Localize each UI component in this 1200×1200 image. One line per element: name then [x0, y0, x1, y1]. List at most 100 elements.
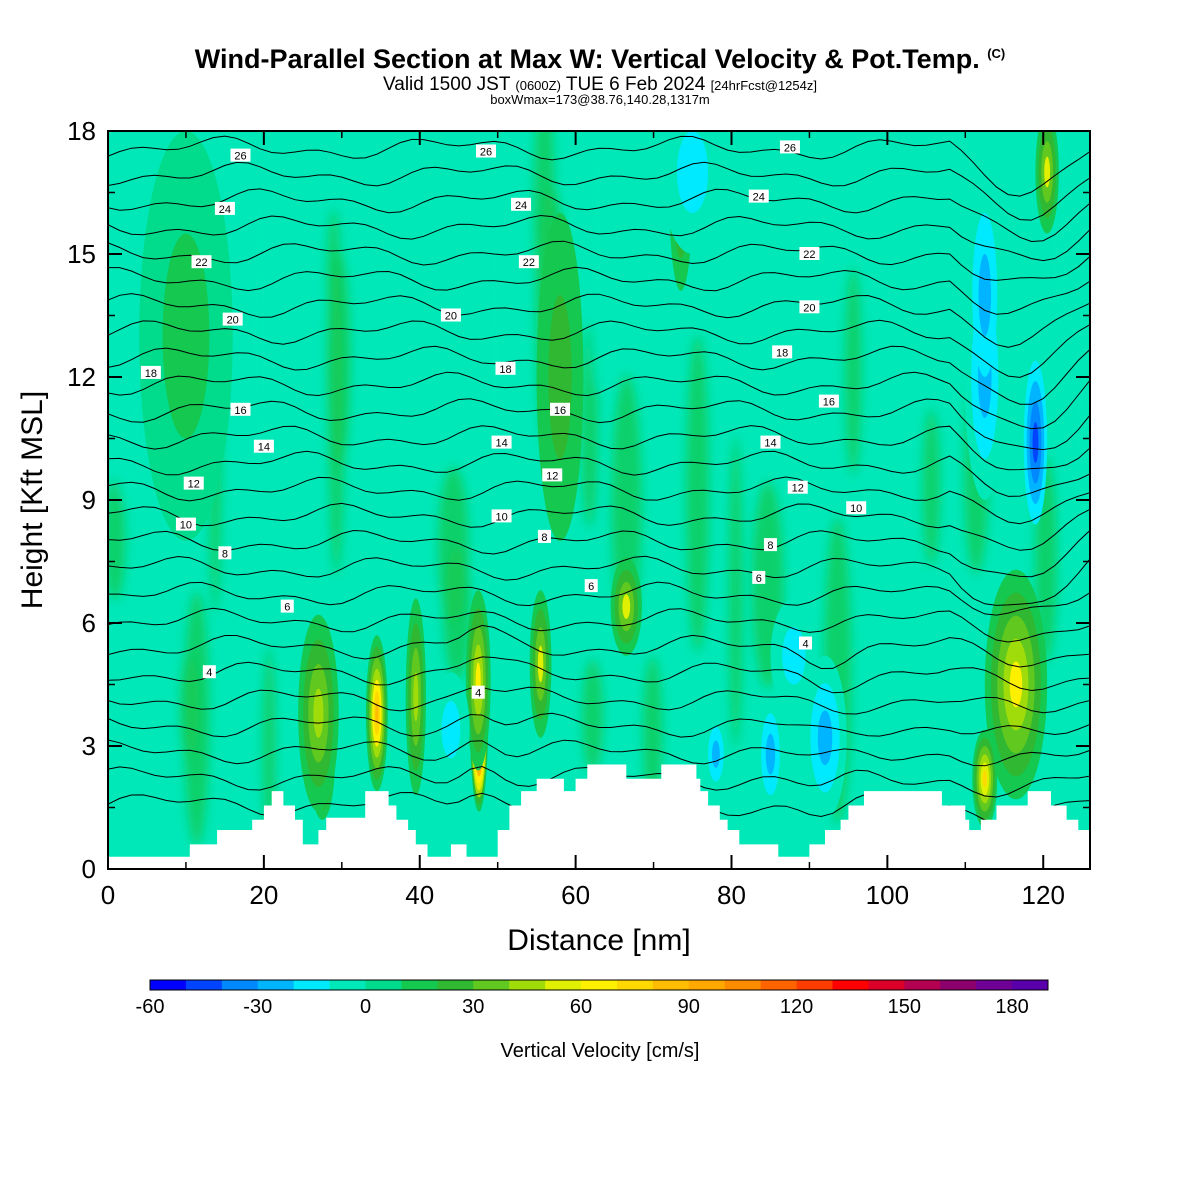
- isentrope-label: 10: [846, 501, 867, 515]
- isentrope-label: 20: [222, 312, 243, 327]
- isentrope-label-bg: [542, 468, 563, 482]
- colorbar-swatch: [545, 980, 582, 990]
- isentrope-label-text: 22: [195, 257, 207, 269]
- isentrope-label-bg: [230, 402, 251, 416]
- isentrope-label: 24: [214, 201, 235, 216]
- w-cell-band: [622, 594, 631, 619]
- w-cell-band: [712, 740, 720, 768]
- terrain: [108, 764, 1090, 869]
- y-tick-label: 12: [67, 362, 96, 392]
- isentrope-label: 14: [491, 435, 512, 450]
- colorbar-swatch: [976, 980, 1013, 990]
- isentrope-label-bg: [471, 685, 485, 699]
- chart-subtitle: Valid 1500 JST (0600Z) TUE 6 Feb 2024 [2…: [0, 74, 1200, 96]
- colorbar-swatch: [185, 980, 223, 990]
- isentrope-label-text: 20: [227, 315, 239, 327]
- isentrope: [108, 240, 1090, 281]
- x-tick-label: 40: [405, 880, 434, 910]
- isentrope: [108, 529, 1090, 578]
- x-axis: 0 20 40 60 80 100 120: [101, 131, 1065, 910]
- isentrope-label-bg: [518, 255, 539, 269]
- isentrope-label: 18: [140, 365, 161, 380]
- isentrope-label: 12: [183, 476, 204, 491]
- isentrope-label-bg: [846, 501, 867, 515]
- isentrope-label: 16: [818, 394, 839, 409]
- w-cell-band: [1032, 422, 1039, 464]
- isentrope-label-text: 18: [145, 368, 157, 380]
- colorbar-swatch: [581, 980, 618, 990]
- isentrope-label-bg: [763, 538, 777, 552]
- valid-date: TUE 6 Feb 2024: [565, 74, 706, 95]
- x-tick-label: 0: [101, 880, 115, 910]
- isentrope-label-bg: [183, 476, 204, 490]
- w-cell-band: [765, 733, 776, 775]
- isentrope-label: 26: [230, 148, 251, 163]
- colorbar-frame: [149, 979, 1049, 991]
- isentrope: [108, 476, 1090, 525]
- w-streak: [247, 185, 273, 495]
- isentrope-label: 18: [772, 345, 793, 359]
- isentrope-label-text: 24: [515, 200, 527, 212]
- w-streak: [686, 334, 709, 653]
- isentrope: [108, 607, 1090, 643]
- w-streak: [328, 289, 344, 575]
- y-axis: 0 3 6 9 12 15 18: [67, 116, 1090, 884]
- isentrope-label-bg: [748, 189, 769, 203]
- isentrope-label-bg: [202, 665, 216, 679]
- isentrope: [108, 555, 1090, 606]
- isentrope: [108, 319, 1090, 378]
- x-tick-label: 120: [1022, 880, 1065, 910]
- isentrope-label-text: 24: [219, 204, 231, 216]
- isentrope: [108, 739, 1090, 767]
- isentrope: [108, 135, 1090, 197]
- isentrope-label-bg: [440, 308, 461, 322]
- isentrope-label-bg: [222, 312, 243, 326]
- x-axis-title: Distance [nm]: [507, 924, 690, 957]
- isentrope-label-text: 10: [495, 511, 507, 523]
- isentrope-label-text: 8: [767, 540, 773, 552]
- colorbar-swatch: [904, 980, 941, 990]
- y-axis-title: Height [Kft MSL]: [16, 391, 49, 609]
- isentrope-label: 26: [779, 140, 800, 154]
- isentrope-label: 14: [253, 439, 274, 454]
- isentrope-label: 4: [202, 665, 216, 679]
- potential-temperature-labels: 26 26 26 24 24 24 22 22 22 20 20 20 18 18 18 16 16 16 14 14…: [140, 140, 867, 700]
- isentrope-label: 12: [542, 468, 563, 482]
- isentrope-label-bg: [511, 197, 532, 211]
- isentrope: [108, 450, 1090, 497]
- w-streak: [587, 131, 609, 392]
- w-cell-band: [313, 688, 324, 738]
- colorbar-swatch: [401, 980, 438, 990]
- colorbar-swatch: [724, 980, 762, 990]
- isentrope-label-text: 10: [850, 503, 862, 515]
- isentrope-label-text: 20: [803, 302, 815, 314]
- w-cell: [405, 598, 426, 796]
- isentrope-label-bg: [140, 365, 161, 379]
- isentrope-label-text: 8: [541, 532, 547, 544]
- isentrope-label: 4: [799, 636, 813, 651]
- forecast-info: [24hrFcst@1254z]: [710, 78, 817, 93]
- y-tick-label: 18: [67, 116, 96, 146]
- w-cell-band: [548, 295, 572, 459]
- w-streak: [728, 436, 743, 748]
- isentrope-label-bg: [280, 599, 294, 613]
- isentrope-label-bg: [818, 394, 839, 408]
- w-cell-band: [1009, 661, 1023, 708]
- colorbar: -60 -30 0 30 60 90 120 150 180: [136, 979, 1049, 1018]
- isentrope-label-text: 14: [258, 442, 270, 454]
- colorbar-swatch: [257, 980, 295, 990]
- isentrope-label-text: 12: [188, 479, 200, 491]
- isentrope: [108, 345, 1090, 405]
- isentrope-label: 20: [440, 308, 461, 323]
- w-cell-band: [676, 131, 709, 213]
- w-cell: [432, 672, 470, 787]
- isentrope-label-text: 18: [499, 364, 511, 376]
- colorbar-swatch: [473, 980, 510, 990]
- colorbar-swatch: [832, 980, 869, 990]
- isentrope-label-text: 4: [206, 667, 212, 679]
- isentrope: [108, 188, 1090, 243]
- w-cell-band: [978, 254, 992, 336]
- isentrope-label: 22: [518, 255, 539, 269]
- isentrope-label-text: 12: [546, 470, 558, 482]
- colorbar-swatch: [616, 980, 654, 990]
